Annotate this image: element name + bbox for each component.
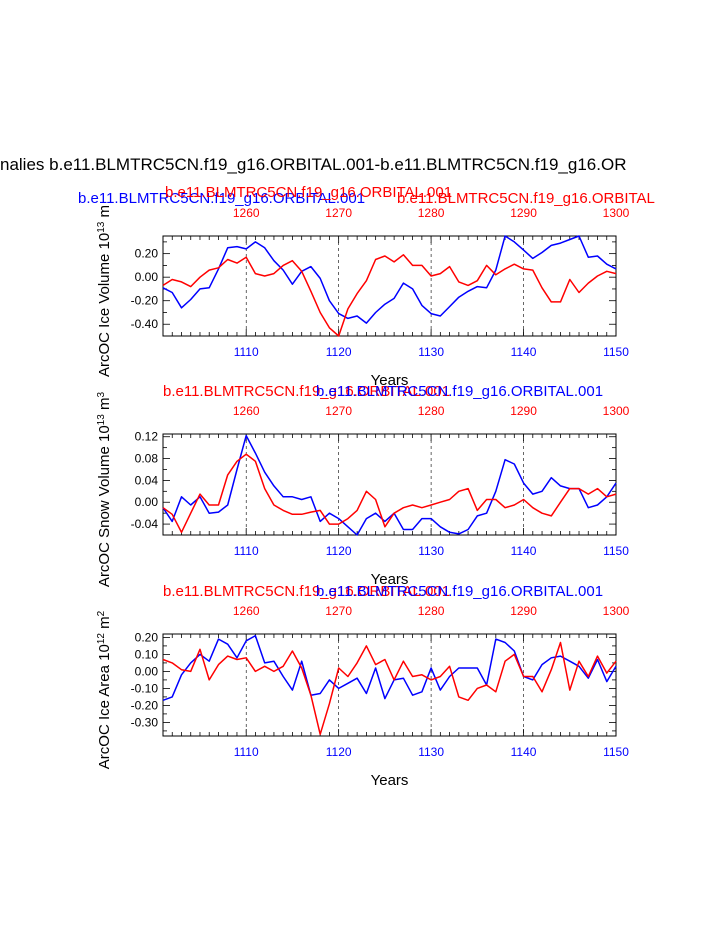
p2-x-bottom-tick-label: 1150: [603, 544, 629, 558]
p2-title-red: b.e11.BLMTRC5CN.f19_g16.ORBITAL.001: [163, 383, 450, 400]
p3-x-top-tick-label: 1280: [418, 604, 445, 618]
p1-x-bottom-tick-label: 1110: [234, 345, 259, 359]
top-blue-label: b.e11.BLMTRC5CN.f19_g16.ORBITAL.001: [78, 190, 366, 207]
p3-y-axis-label: ArcOC Ice Area 1012 m2: [96, 610, 114, 769]
p2-y-tick-label: 0.12: [135, 430, 159, 444]
p2-x-bottom-tick-label: 1110: [234, 544, 259, 558]
p2-x-top-tick-label: 1300: [603, 404, 630, 418]
p3-x-top-tick-label: 1260: [233, 604, 260, 618]
p2-x-top-tick-label: 1280: [418, 404, 445, 418]
p3-x-axis-label: Years: [371, 772, 409, 789]
p2-plot-frame: [162, 433, 617, 536]
p1-y-tick-label: -0.40: [131, 317, 159, 331]
p3-y-tick-label: -0.30: [131, 715, 159, 729]
p1-x-bottom-tick-label: 1120: [326, 345, 352, 359]
p3-x-top-tick-label: 1290: [510, 604, 537, 618]
p2-x-bottom-tick-label: 1140: [511, 544, 537, 558]
p3-x-top-tick-label: 1270: [325, 604, 352, 618]
p1-y-tick-label: 0.00: [135, 270, 159, 284]
figure-title: nalies b.e11.BLMTRC5CN.f19_g16.ORBITAL.0…: [0, 155, 627, 174]
p2-title-blue: b.e11.BLMTRC5CN.f19_g16.ORBITAL.001: [316, 383, 603, 400]
p3-x-bottom-tick-label: 1120: [326, 745, 352, 759]
p1-x-top-tick-label: 1290: [510, 206, 537, 220]
p2-x-bottom-tick-label: 1120: [326, 544, 352, 558]
p3-x-bottom-tick-label: 1110: [234, 745, 259, 759]
p3-x-bottom-tick-label: 1150: [603, 745, 629, 759]
top-red-label: b.e11.BLMTRC5CN.f19_g16.ORBITAL: [397, 190, 655, 207]
p3-y-tick-label: 0.20: [135, 630, 159, 644]
p2-series-line-red: [162, 453, 617, 534]
p1-x-bottom-tick-label: 1150: [603, 345, 629, 359]
p2-y-axis-label: ArcOC Snow Volume 1013 m3: [96, 392, 114, 588]
p1-x-top-tick-label: 1270: [325, 206, 352, 220]
p2-x-top-tick-label: 1270: [325, 404, 352, 418]
p3-y-tick-label: -0.20: [131, 698, 159, 712]
p2-x-bottom-tick-label: 1130: [418, 544, 444, 558]
p2-y-tick-label: 0.04: [135, 473, 159, 487]
p3-series-line-red: [162, 641, 617, 736]
top-red-label-overlap: b.e11.BLMTRC5CN.f19_g16.ORBITAL.001: [165, 184, 453, 201]
p3-plot-frame: [162, 633, 617, 737]
p3-series-line-blue: [162, 634, 617, 702]
p1-y-axis-label: ArcOC Ice Volume 1013 m: [96, 205, 114, 377]
p1-y-tick-label: -0.20: [131, 294, 159, 308]
p3-x-bottom-tick-label: 1130: [418, 745, 444, 759]
p2-x-top-tick-label: 1290: [510, 404, 537, 418]
p1-y-tick-label: 0.20: [135, 247, 159, 261]
p1-x-axis-label: Years: [371, 372, 409, 389]
p1-plot-frame: [162, 235, 617, 337]
p1-series-line-red: [162, 254, 617, 337]
p3-x-bottom-tick-label: 1140: [511, 745, 537, 759]
p3-title-blue: b.e11.BLMTRC5CN.f19_g16.ORBITAL.001: [316, 583, 603, 600]
p2-x-axis-label: Years: [371, 571, 409, 588]
p3-y-tick-label: 0.00: [135, 664, 159, 678]
p2-y-tick-label: 0.00: [135, 495, 159, 509]
p1-x-bottom-tick-label: 1130: [418, 345, 444, 359]
p1-series-line-blue: [162, 235, 617, 324]
p3-y-tick-label: -0.10: [131, 681, 159, 695]
p2-series-line-blue: [162, 434, 617, 536]
p2-y-tick-label: 0.08: [135, 452, 159, 466]
p3-x-top-tick-label: 1300: [603, 604, 630, 618]
p1-x-top-tick-label: 1260: [233, 206, 260, 220]
p2-y-tick-label: -0.04: [131, 517, 159, 531]
p3-y-tick-label: 0.10: [135, 647, 159, 661]
p3-title-red: b.e11.BLMTRC5CN.f19_g16.ORBITAL.001: [163, 583, 450, 600]
p1-x-top-tick-label: 1280: [418, 206, 445, 220]
p2-x-top-tick-label: 1260: [233, 404, 260, 418]
p1-x-bottom-tick-label: 1140: [511, 345, 537, 359]
p1-x-top-tick-label: 1300: [603, 206, 630, 220]
